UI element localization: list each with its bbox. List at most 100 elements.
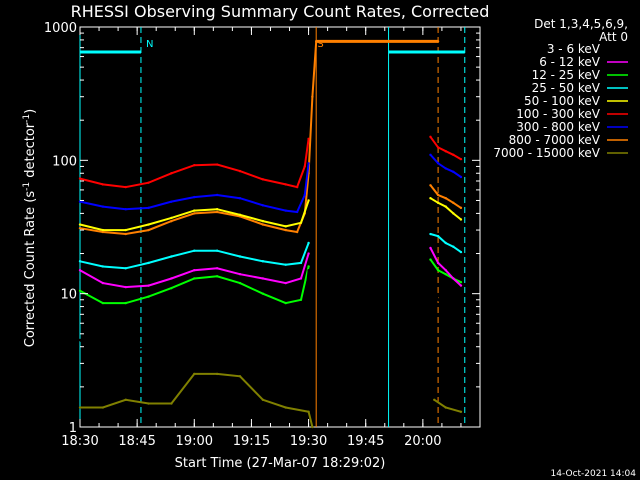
data-point — [429, 184, 432, 187]
data-point — [295, 348, 299, 351]
data-point — [124, 185, 127, 189]
series-3-6-kev — [78, 268, 463, 356]
data-point — [311, 95, 314, 98]
data-point — [238, 255, 242, 258]
legend-label: 7000 - 15000 keV — [493, 146, 600, 160]
annotation-label: S — [317, 39, 323, 50]
data-point — [193, 299, 196, 303]
legend-label: 12 - 25 keV — [532, 68, 601, 82]
y-tick-label: 1000 — [44, 21, 77, 36]
series-line — [79, 266, 310, 305]
series-800-7000-kev — [78, 40, 463, 236]
data-point — [459, 284, 463, 287]
data-point — [295, 185, 299, 189]
data-point — [452, 245, 455, 248]
data-point — [124, 228, 127, 232]
data-point — [284, 225, 287, 228]
data-point — [193, 268, 196, 272]
data-point — [284, 406, 287, 409]
x-axis: 18:30 18:45 19:00 19:15 19:30 19:45 20:00 — [61, 27, 481, 449]
series-line — [79, 163, 310, 214]
series-100-300-kev — [78, 135, 463, 189]
data-point — [215, 208, 219, 211]
data-point — [295, 210, 299, 214]
series-300-800-kev — [78, 153, 463, 214]
data-point — [170, 255, 173, 258]
data-point — [78, 226, 82, 230]
data-point — [284, 301, 287, 305]
data-point — [101, 230, 105, 234]
data-point — [436, 146, 440, 149]
data-point — [147, 181, 150, 184]
x-axis-label: Start Time (27-Mar-07 18:29:02) — [175, 456, 386, 471]
footer-timestamp: 14-Oct-2021 14:04 — [551, 469, 637, 479]
data-point — [452, 201, 455, 205]
legend-label: 800 - 7000 keV — [509, 133, 601, 147]
data-point — [261, 292, 265, 295]
data-point — [261, 338, 265, 342]
data-point — [284, 228, 287, 232]
data-point — [193, 372, 196, 376]
data-point — [303, 193, 306, 197]
data-point — [215, 267, 219, 270]
data-point — [170, 172, 173, 175]
data-point — [78, 223, 82, 226]
data-point — [284, 263, 287, 266]
series-50-100-kev — [78, 196, 463, 232]
data-point — [124, 232, 127, 236]
data-point — [299, 221, 303, 225]
data-point — [284, 209, 287, 212]
data-point — [299, 277, 303, 280]
series-line — [429, 197, 462, 221]
data-point — [307, 241, 310, 245]
y-axis: 1 10 100 1000 — [44, 21, 480, 436]
data-point — [238, 213, 242, 217]
data-point — [459, 175, 463, 179]
x-tick-label: 19:15 — [233, 434, 270, 449]
data-point — [124, 301, 127, 305]
data-point — [444, 241, 447, 245]
data-point — [444, 272, 447, 276]
data-point — [101, 406, 105, 409]
data-point — [444, 167, 447, 170]
data-point — [429, 258, 432, 261]
data-point — [101, 228, 105, 232]
data-point — [147, 206, 150, 210]
data-point — [444, 305, 447, 308]
series-line — [80, 372, 314, 428]
data-point — [261, 260, 265, 263]
series-6-12-kev — [78, 246, 463, 289]
data-point — [436, 201, 440, 205]
data-point — [444, 196, 447, 200]
data-point — [307, 410, 310, 414]
y-axis-label-part: Corrected Count Rate (s — [23, 191, 38, 348]
data-point — [307, 252, 310, 255]
data-point — [90, 353, 93, 356]
data-point — [193, 277, 196, 280]
data-point — [261, 219, 265, 223]
data-point — [238, 281, 242, 285]
legend-label: 300 - 800 keV — [516, 120, 600, 134]
y-axis-label-sup: -1 — [22, 114, 32, 123]
legend-label: 25 - 50 keV — [532, 81, 601, 95]
series-line — [79, 253, 310, 289]
data-point — [436, 268, 440, 272]
data-point — [170, 216, 173, 220]
data-point — [429, 135, 432, 139]
legend-label: 100 - 300 keV — [516, 107, 600, 121]
data-point — [78, 177, 82, 180]
data-point — [170, 402, 173, 405]
data-point — [452, 212, 455, 215]
data-point — [307, 162, 310, 165]
series-line — [79, 200, 310, 232]
y-axis-label-sup: -1 — [22, 182, 32, 191]
data-point — [101, 205, 105, 208]
data-point — [215, 275, 219, 278]
data-point — [147, 402, 150, 405]
data-point — [238, 196, 242, 200]
y-tick-label: 1 — [69, 421, 77, 436]
data-point — [436, 162, 440, 165]
data-point — [78, 200, 82, 203]
legend-label: 3 - 6 keV — [547, 42, 601, 56]
